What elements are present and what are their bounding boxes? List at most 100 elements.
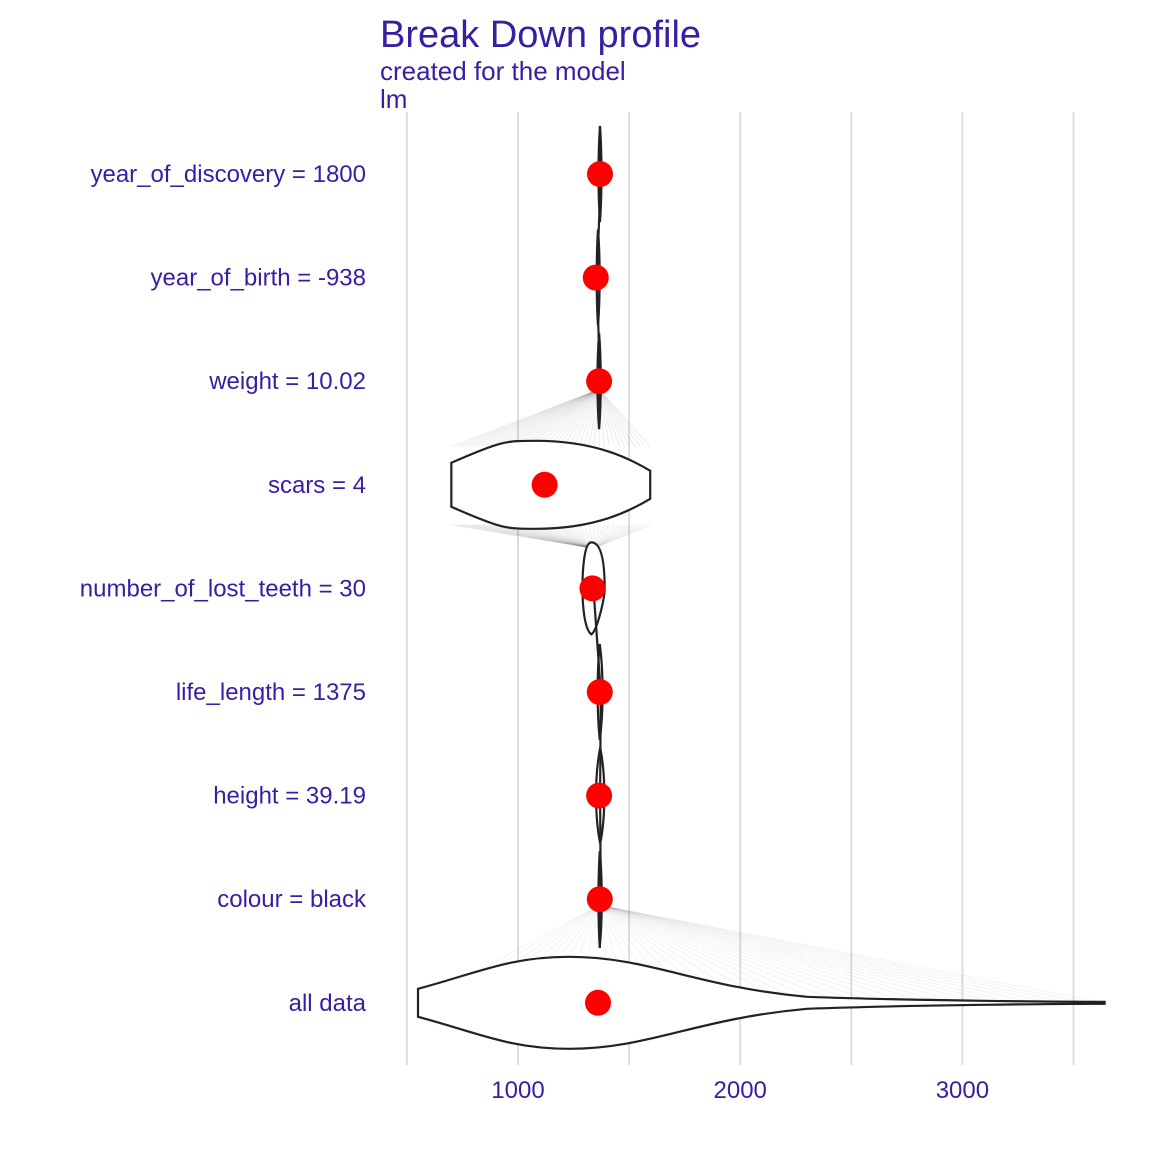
prediction-point <box>531 471 558 498</box>
profile-line <box>456 524 594 549</box>
profile-line <box>573 388 600 448</box>
profile-line <box>481 388 600 448</box>
y-axis-label: colour = black <box>217 886 367 913</box>
profile-line <box>598 388 636 448</box>
profile-line <box>599 904 1035 1004</box>
profile-line <box>598 388 641 448</box>
profile-line <box>599 904 894 1004</box>
profile-line <box>599 904 947 1004</box>
profile-lines <box>417 388 1105 1004</box>
prediction-point <box>586 161 613 187</box>
profile-line <box>599 904 1017 1004</box>
profile-line <box>558 388 600 448</box>
profile-line <box>599 904 1000 1004</box>
profile-line <box>461 524 594 549</box>
profile-line <box>537 388 600 448</box>
chart-subtitle-model: lm <box>380 84 408 114</box>
x-axis-tick-label: 1000 <box>491 1077 544 1104</box>
profile-line <box>502 388 600 448</box>
profile-line <box>598 388 646 448</box>
y-axis-labels: year_of_discovery = 1800 year_of_birth = … <box>80 161 367 1017</box>
profile-line <box>599 904 1105 1004</box>
profile-line <box>451 388 600 448</box>
profile-line <box>451 524 594 549</box>
profile-line <box>599 904 788 1004</box>
profile-line <box>599 904 824 1004</box>
profile-line <box>599 904 876 1004</box>
prediction-point <box>586 679 613 705</box>
prediction-points <box>531 161 613 1016</box>
violin-spine <box>592 588 602 693</box>
violin <box>416 955 1106 1050</box>
prediction-point <box>586 368 613 395</box>
profile-line <box>512 388 600 448</box>
profile-line <box>486 388 600 448</box>
profile-line <box>599 904 929 1004</box>
profile-line <box>507 388 600 448</box>
profile-line <box>599 904 1088 1004</box>
prediction-point <box>586 886 613 913</box>
profile-line <box>466 388 600 448</box>
profile-line <box>522 388 600 448</box>
y-axis-label: all data <box>289 990 367 1017</box>
y-axis-label: year_of_discovery = 1800 <box>90 161 366 188</box>
prediction-point <box>582 264 609 291</box>
y-axis-label: weight = 10.02 <box>208 368 366 395</box>
violin-spine <box>599 795 602 900</box>
prediction-point <box>579 575 606 602</box>
profile-line <box>527 388 600 448</box>
profile-line <box>542 388 600 448</box>
profile-line <box>456 388 600 448</box>
profile-line <box>599 904 771 1004</box>
violin-spine <box>599 691 602 796</box>
profile-line <box>599 904 859 1004</box>
profile-line <box>547 388 600 448</box>
profile-line <box>466 524 594 549</box>
violins <box>416 125 1106 1050</box>
profile-line <box>563 388 600 448</box>
profile-line <box>593 524 646 549</box>
profile-line <box>532 388 600 448</box>
profile-line <box>471 388 600 448</box>
chart-title: Break Down profile <box>380 14 702 56</box>
profile-line <box>599 904 982 1004</box>
profile-line <box>599 904 841 1004</box>
y-axis-label: life_length = 1375 <box>176 679 366 706</box>
profile-line <box>599 904 912 1004</box>
profile-line <box>471 524 594 549</box>
profile-line <box>476 388 600 448</box>
profile-line <box>599 904 1052 1004</box>
y-axis-label: height = 39.19 <box>213 783 366 810</box>
prediction-point <box>584 989 611 1016</box>
profile-line <box>598 389 621 447</box>
grid-lines <box>405 112 1075 1065</box>
profile-line <box>593 524 636 549</box>
y-axis-label: scars = 4 <box>268 472 366 499</box>
profile-line <box>599 904 806 1004</box>
profile-line <box>593 524 626 549</box>
profile-line <box>578 389 600 447</box>
profile-line <box>598 388 631 448</box>
profile-line <box>492 524 594 549</box>
profile-line <box>598 388 651 448</box>
violin-spine <box>595 173 603 278</box>
profile-line <box>552 388 600 448</box>
profile-line <box>496 388 600 448</box>
x-axis-tick-label: 2000 <box>714 1077 767 1104</box>
profile-line <box>461 388 600 448</box>
profile-line <box>568 388 600 448</box>
profile-line <box>598 388 626 448</box>
profile-line <box>593 524 620 549</box>
y-axis-label: year_of_birth = -938 <box>151 265 366 292</box>
chart-subtitle: created for the model <box>380 56 626 86</box>
x-axis-tick-label: 3000 <box>936 1077 989 1104</box>
profile-line <box>593 524 641 549</box>
profile-line <box>491 388 600 448</box>
profile-line <box>486 524 594 549</box>
x-axis-ticks: 1000 2000 3000 <box>491 1077 989 1104</box>
violin-spine <box>595 277 602 382</box>
profile-line <box>593 524 651 549</box>
profile-line <box>593 524 631 549</box>
profile-line <box>517 388 600 448</box>
